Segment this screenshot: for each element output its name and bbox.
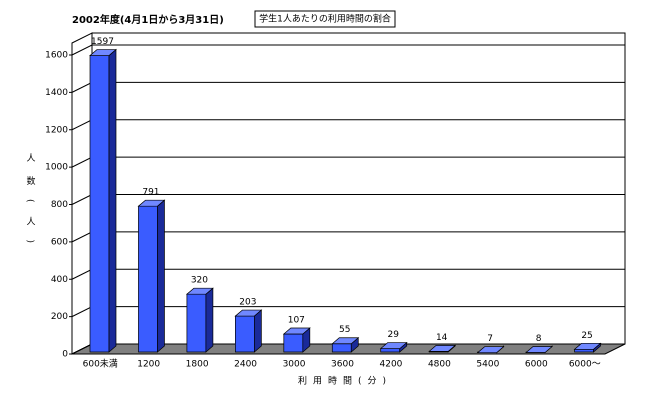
bar xyxy=(137,199,166,353)
chart-title: 学生1人あたりの利用時間の割合 xyxy=(259,13,391,25)
y-tick-label: 600 xyxy=(51,237,68,247)
bar-face xyxy=(89,49,117,56)
bar-face xyxy=(283,333,304,353)
bar-face xyxy=(282,327,311,335)
data-label: 29 xyxy=(388,330,400,340)
bar xyxy=(331,336,360,353)
x-tick-label: 4800 xyxy=(428,360,451,370)
x-tick-label: 3600 xyxy=(331,360,354,370)
data-label: 791 xyxy=(142,188,159,198)
y-tick-label: 1400 xyxy=(45,88,68,98)
bar-face xyxy=(185,287,214,295)
bar-face xyxy=(331,343,352,353)
data-label: 14 xyxy=(436,333,448,343)
bar-face xyxy=(186,293,207,353)
bar-face xyxy=(573,342,602,350)
x-tick-label: 1200 xyxy=(137,360,160,370)
bar-face xyxy=(157,199,165,353)
y-tick-label: 1200 xyxy=(45,125,68,135)
data-label: 8 xyxy=(536,334,542,344)
data-label: 107 xyxy=(288,316,305,326)
x-tick-label: 600未満 xyxy=(83,358,118,370)
bar-face xyxy=(428,345,457,352)
bar-face xyxy=(108,48,117,353)
data-label: 55 xyxy=(339,325,350,335)
bar xyxy=(379,341,408,353)
bar-face xyxy=(380,348,401,353)
bar xyxy=(234,309,263,353)
chart-subtitle: 2002年度(4月1日から3月31日) xyxy=(72,13,224,26)
bar xyxy=(185,287,214,353)
bar-face xyxy=(235,315,255,353)
data-label: 320 xyxy=(191,276,208,286)
y-tick-label: 1000 xyxy=(45,163,68,173)
x-tick-label: 4200 xyxy=(380,360,403,370)
y-tick-label: 400 xyxy=(51,275,68,285)
data-label: 25 xyxy=(581,331,592,341)
data-label: 7 xyxy=(487,334,493,344)
bar-face xyxy=(331,337,360,345)
x-tick-label: 6000〜 xyxy=(569,360,601,370)
bar-face xyxy=(379,342,408,349)
data-label: 203 xyxy=(239,298,256,308)
left-wall xyxy=(71,32,93,355)
x-axis-label: 利用時間(分) xyxy=(298,375,392,387)
grid-line xyxy=(71,44,625,56)
bar xyxy=(282,327,311,353)
title-box xyxy=(254,10,396,28)
bar xyxy=(573,342,602,353)
bar-face xyxy=(138,205,158,353)
x-tick-label: 2400 xyxy=(234,360,257,370)
back-wall xyxy=(91,32,626,345)
y-tick-label: 0 xyxy=(62,350,68,360)
bar-face xyxy=(476,346,505,354)
bar-face xyxy=(254,309,262,353)
bar xyxy=(476,345,505,354)
bar-face xyxy=(234,309,263,317)
bar-face xyxy=(574,348,594,353)
bar xyxy=(89,48,117,353)
bar-face xyxy=(525,346,554,353)
x-tick-label: 6000 xyxy=(525,360,548,370)
bar-face xyxy=(137,199,166,207)
y-tick-label: 1600 xyxy=(45,51,68,61)
y-tick-label: 200 xyxy=(51,312,68,322)
x-tick-label: 3000 xyxy=(283,360,306,370)
bar-face xyxy=(205,287,214,353)
bar xyxy=(525,345,554,354)
x-tick-label: 5400 xyxy=(476,360,499,370)
bar-face xyxy=(89,55,110,353)
bar xyxy=(428,344,457,353)
x-tick-label: 1800 xyxy=(186,360,209,370)
data-label: 1597 xyxy=(91,37,114,47)
y-tick-label: 800 xyxy=(51,200,68,210)
y-axis-label: 人数(人) xyxy=(25,153,36,257)
